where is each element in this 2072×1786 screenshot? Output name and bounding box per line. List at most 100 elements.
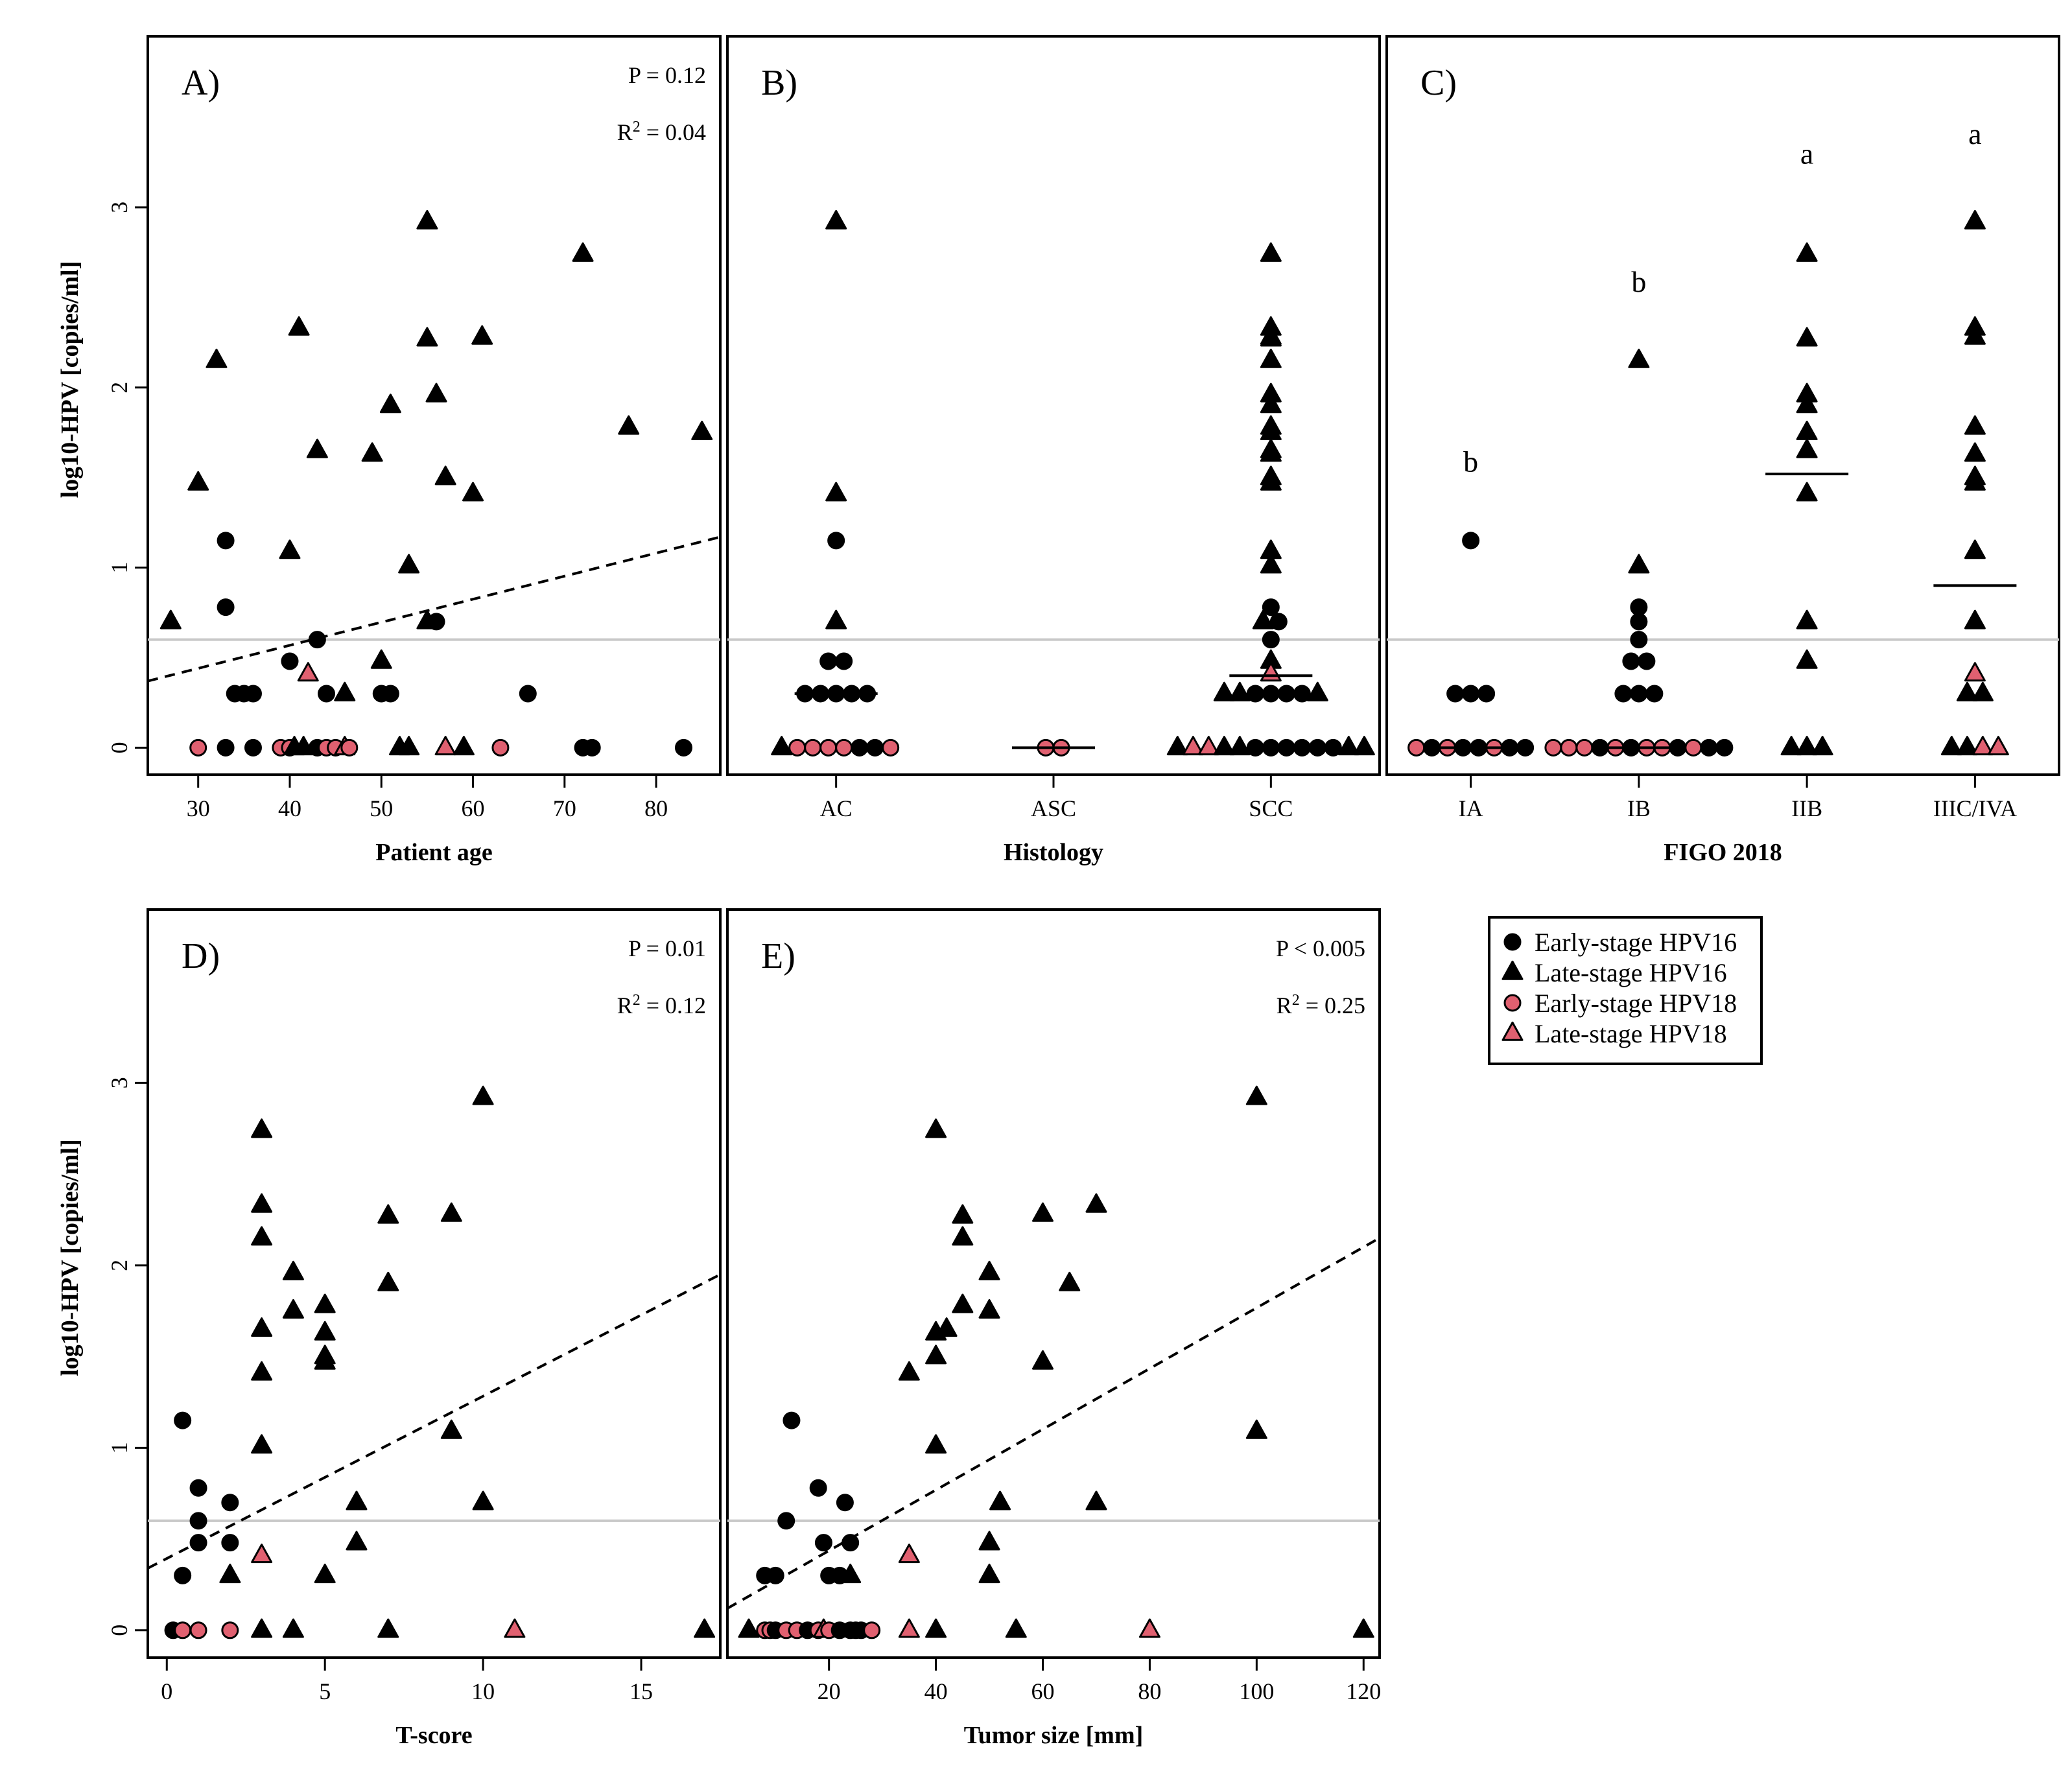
data-point-circle [1630, 631, 1648, 649]
data-point-circle [340, 738, 359, 757]
data-point-triangle [825, 482, 847, 502]
data-point-triangle [1032, 1350, 1054, 1370]
data-point-circle [766, 1566, 784, 1584]
data-point-circle [1715, 738, 1734, 757]
data-point-triangle [377, 1618, 399, 1638]
data-point-triangle [978, 1260, 1000, 1280]
data-point-triangle [1964, 609, 1986, 629]
data-point-triangle [314, 1350, 336, 1370]
panel-b: AC ASC SCC Histology B) [726, 35, 1381, 866]
data-point-triangle [314, 1564, 336, 1584]
data-point-triangle [1628, 554, 1650, 574]
data-point-triangle [1956, 681, 1978, 701]
data-point-circle [788, 738, 806, 757]
data-point-triangle [691, 420, 713, 440]
x-tick-label: 60 [462, 795, 485, 821]
data-point-circle [217, 738, 235, 757]
x-tick-label: 10 [471, 1678, 495, 1704]
data-point-triangle [306, 438, 328, 458]
y-tick-label: 1 [106, 562, 132, 574]
data-point-triangle [370, 649, 392, 669]
data-point-circle [1407, 738, 1426, 757]
data-point-triangle [1085, 1490, 1107, 1510]
data-point-triangle [825, 209, 847, 229]
data-point-triangle [1306, 681, 1328, 701]
data-point-triangle [1964, 325, 1986, 345]
data-point-triangle [251, 1434, 273, 1454]
trend-line [147, 1273, 721, 1569]
data-point-triangle [1964, 662, 1986, 682]
x-axis-title: T-score [395, 1722, 472, 1749]
x-tick-label: SCC [1249, 795, 1293, 821]
data-point-triangle [1213, 736, 1235, 756]
data-point-triangle [282, 1298, 304, 1319]
data-point-triangle [1796, 438, 1818, 458]
data-point-triangle [1972, 681, 1994, 701]
data-point-triangle [398, 736, 420, 756]
x-tick-label: AC [820, 795, 853, 821]
panel-label: E) [761, 936, 795, 976]
panel-label: B) [761, 63, 797, 103]
data-point-triangle [936, 1317, 958, 1337]
data-point-triangle [314, 1321, 336, 1341]
panel-label: D) [182, 936, 220, 976]
data-point-triangle [440, 1202, 462, 1222]
x-tick-label: 30 [187, 795, 210, 821]
data-point-circle [174, 1566, 192, 1584]
data-point-circle [1246, 685, 1264, 703]
data-point-triangle [1260, 242, 1282, 262]
data-point-circle [1262, 685, 1280, 703]
x-tick-label: IB [1627, 795, 1651, 821]
data-point-triangle [618, 415, 640, 435]
data-point-triangle [1940, 736, 1962, 756]
data-point-triangle [282, 1618, 304, 1638]
data-point-triangle [1085, 1193, 1107, 1213]
significance-letter: a [1800, 137, 1813, 170]
data-point-triangle [1780, 736, 1802, 756]
data-point-triangle [1964, 471, 1986, 491]
x-tick-label: 5 [319, 1678, 331, 1704]
stat-r-squared: R2 = 0.04 [617, 119, 706, 145]
data-point-triangle [1964, 442, 1986, 462]
data-point-circle [835, 652, 853, 670]
x-tick-label: 50 [370, 795, 393, 821]
data-point-circle [851, 738, 869, 757]
data-point-triangle [1252, 609, 1274, 629]
data-point-triangle [251, 1361, 273, 1381]
significance-letter: b [1463, 445, 1478, 478]
y-axis-title: log10-HPV [copies/ml] [56, 1139, 84, 1376]
y-tick-label: 2 [106, 382, 132, 394]
x-tick-label: ASC [1031, 795, 1076, 821]
x-tick-label: 100 [1239, 1678, 1274, 1704]
data-point-circle [381, 685, 399, 703]
data-point-triangle [434, 736, 456, 756]
significance-letter: a [1968, 117, 1981, 150]
stat-p-value: P = 0.01 [628, 935, 706, 961]
data-point-triangle [279, 539, 301, 559]
data-point-triangle [472, 1085, 494, 1105]
data-point-circle [863, 1621, 881, 1639]
data-point-circle [174, 1621, 192, 1639]
data-point-triangle [1352, 1618, 1374, 1638]
legend-triangle-marker [1501, 1021, 1524, 1041]
stat-p-value: P < 0.005 [1276, 935, 1365, 961]
data-point-circle [1575, 738, 1594, 757]
panel-label: A) [182, 63, 220, 103]
data-point-triangle [825, 609, 847, 629]
data-point-triangle [771, 736, 793, 756]
legend-frame [1488, 916, 1763, 1065]
data-point-triangle [1964, 539, 1986, 559]
x-axis-title: Histology [1004, 839, 1103, 866]
data-point-circle [1293, 738, 1311, 757]
data-point-triangle [1353, 736, 1375, 756]
data-point-triangle [1213, 681, 1235, 701]
data-point-triangle [1059, 1271, 1081, 1291]
data-point-triangle [251, 1118, 273, 1138]
data-point-circle [882, 738, 900, 757]
data-point-circle [804, 738, 822, 757]
data-point-triangle [398, 554, 420, 574]
data-point-triangle [952, 1204, 974, 1224]
data-point-triangle [297, 662, 319, 682]
x-axis-title: Patient age [375, 839, 492, 866]
data-point-circle [174, 1411, 192, 1429]
